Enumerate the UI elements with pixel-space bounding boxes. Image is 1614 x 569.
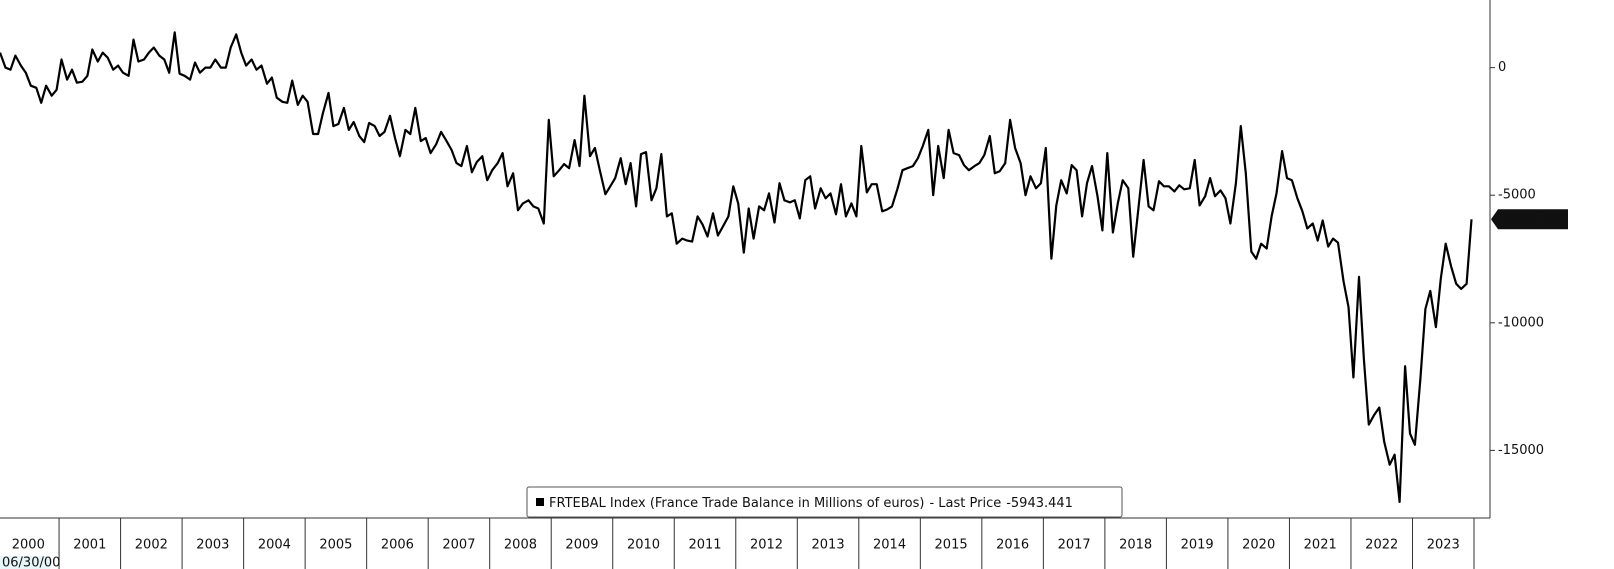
date-label-box	[0, 556, 50, 569]
x-tick-label: 2007	[442, 538, 475, 553]
last-price-tag	[1491, 209, 1568, 230]
x-tick-label: 2021	[1304, 538, 1337, 553]
x-tick-label: 2017	[1058, 538, 1091, 553]
x-tick-label: 2016	[996, 538, 1029, 553]
x-tick-label: 2015	[935, 538, 968, 553]
x-tick-label: 2020	[1242, 538, 1275, 553]
legend-text: FRTEBAL Index (France Trade Balance in M…	[549, 496, 1073, 511]
y-tick-label: -10000	[1498, 315, 1544, 330]
x-tick-label: 2009	[565, 538, 598, 553]
legend-entry: FRTEBAL Index (France Trade Balance in M…	[549, 496, 924, 511]
x-tick-label: 2019	[1181, 538, 1214, 553]
x-tick-label: 2013	[812, 538, 845, 553]
legend-swatch	[536, 498, 544, 506]
line	[0, 31, 1473, 503]
x-tick-label: 2022	[1365, 538, 1398, 553]
legend-last-price-value: -5943.441	[1006, 496, 1073, 511]
x-tick-label: 2000	[12, 538, 45, 553]
x-tick-label: 2004	[258, 538, 291, 553]
legend-box	[526, 486, 1123, 518]
y-tick-label: 0	[1498, 60, 1506, 75]
x-tick-label: 2012	[750, 538, 783, 553]
x-tick-label: 2008	[504, 538, 537, 553]
legend-last-price-label: - Last Price	[929, 496, 1001, 511]
x-tick-label: 2018	[1119, 538, 1152, 553]
x-tick-label: 2001	[73, 538, 106, 553]
x-tick-label: 2005	[319, 538, 352, 553]
legend: FRTEBAL Index (France Trade Balance in M…	[526, 486, 1123, 518]
last-price-value: -5943.441	[1500, 213, 1567, 228]
x-tick-label: 2003	[196, 538, 229, 553]
y-tick-label: -5000	[1498, 188, 1536, 203]
x-tick-label: 2010	[627, 538, 660, 553]
x-tick-label: 2002	[135, 538, 168, 553]
start-date-label: 06/30/00	[2, 556, 60, 569]
x-tick-label: 2023	[1427, 538, 1460, 553]
x-tick-label: 2011	[688, 538, 721, 553]
x-tick-label: 2006	[381, 538, 414, 553]
x-tick-label: 2014	[873, 538, 906, 553]
y-tick-label: -15000	[1498, 443, 1544, 458]
